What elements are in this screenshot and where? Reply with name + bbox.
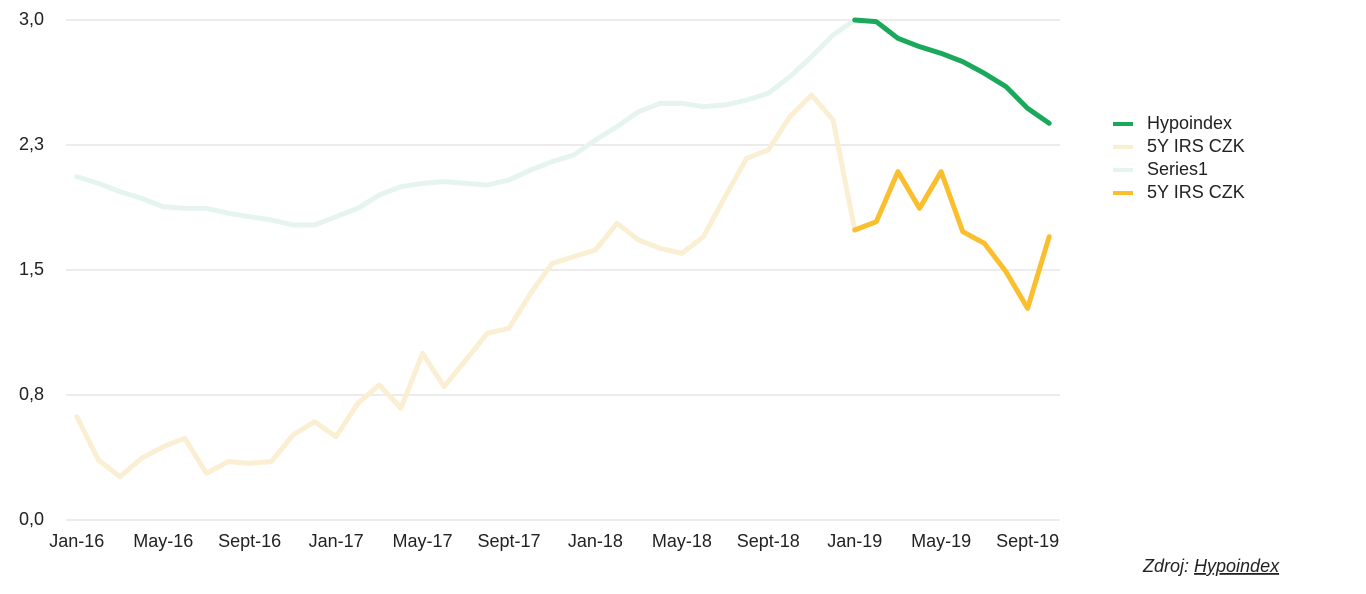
x-tick-label: Jan-19	[827, 531, 882, 551]
x-tick-label: Sept-17	[477, 531, 540, 551]
x-tick-label: May-18	[652, 531, 712, 551]
x-tick-label: Jan-17	[309, 531, 364, 551]
source-label: Zdroj:	[1142, 556, 1189, 576]
x-tick-label: Jan-16	[49, 531, 104, 551]
series-line	[74, 92, 858, 480]
series-line	[852, 169, 1052, 311]
x-tick-label: Jan-18	[568, 531, 623, 551]
x-tick-label: May-16	[133, 531, 193, 551]
y-tick-label: 0,8	[19, 384, 44, 404]
y-tick-label: 1,5	[19, 259, 44, 279]
legend-label: 5Y IRS CZK	[1147, 182, 1245, 202]
source-name: Hypoindex	[1194, 556, 1280, 576]
y-tick-label: 2,3	[19, 134, 44, 154]
x-tick-label: Sept-19	[996, 531, 1059, 551]
x-tick-label: May-19	[911, 531, 971, 551]
series-line	[852, 17, 1052, 126]
legend-label: Hypoindex	[1147, 113, 1232, 133]
y-tick-label: 3,0	[19, 9, 44, 29]
x-tick-label: Sept-16	[218, 531, 281, 551]
series-line	[74, 17, 858, 228]
x-tick-label: Sept-18	[737, 531, 800, 551]
legend-label: 5Y IRS CZK	[1147, 136, 1245, 156]
source: Zdroj: Hypoindex	[1142, 556, 1280, 576]
y-tick-label: 0,0	[19, 509, 44, 529]
x-tick-label: May-17	[393, 531, 453, 551]
legend-label: Series1	[1147, 159, 1208, 179]
